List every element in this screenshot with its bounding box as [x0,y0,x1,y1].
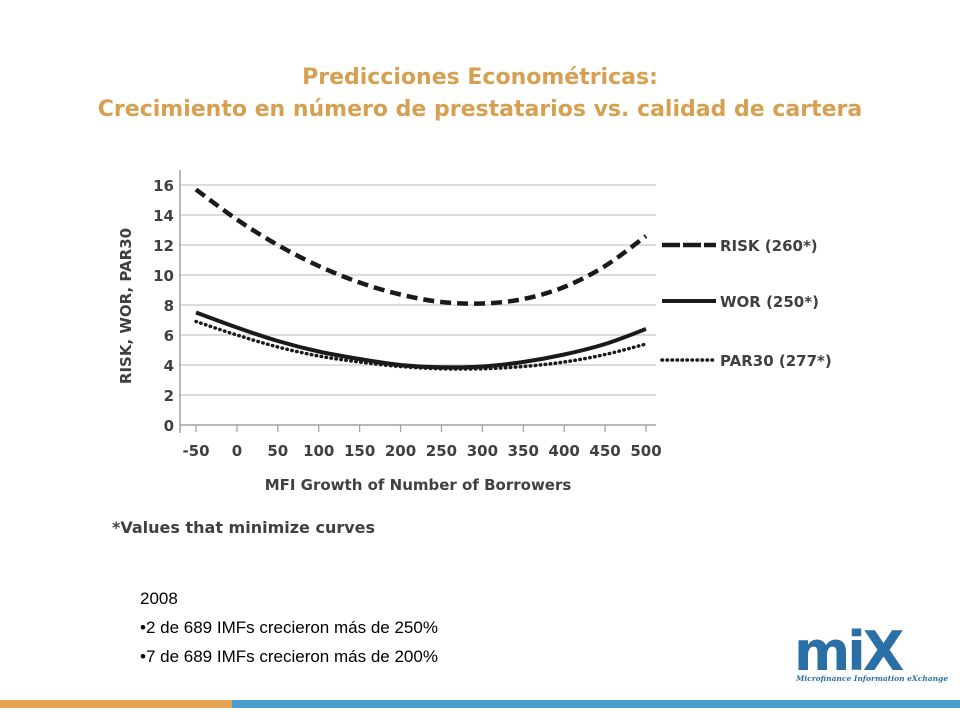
x-axis-title: MFI Growth of Number of Borrowers [265,476,572,494]
logo-caption: Microfinance Information eXchange [796,674,949,683]
x-tick-label: 300 [467,442,498,460]
legend-label-par30: PAR30 (277*) [720,352,832,370]
notes-bullet: •2 de 689 IMFs crecieron más de 250% [140,618,438,637]
x-tick-label: 350 [508,442,539,460]
title-line-1: Predicciones Econométricas: [302,65,658,90]
series-layer [194,187,648,371]
notes-bullet: •7 de 689 IMFs crecieron más de 200% [140,647,438,666]
legend: RISK (260*) WOR (250*) PAR30 (277*) [660,237,832,370]
x-tick-label: 450 [589,442,620,460]
y-tick-label: 2 [164,387,174,405]
line-chart: 0 2 4 6 8 10 12 14 16 -50 0 50 100 150 200 250 300 350 400… [112,170,832,537]
y-tick-label: 4 [164,357,174,375]
x-tick-label: -50 [182,442,209,460]
legend-label-wor: WOR (250*) [720,293,819,311]
y-tick-label: 0 [164,417,174,435]
series-line-par30 [194,319,648,371]
x-tick-label: 50 [267,442,288,460]
notes-block: 2008 •2 de 689 IMFs crecieron más de 250… [140,584,438,671]
series-line-risk [194,187,648,306]
footer-bar-blue [232,700,960,708]
y-tick-label: 6 [164,327,174,345]
legend-label-risk: RISK (260*) [720,237,818,255]
footer-bar-orange [0,700,232,708]
y-tick-label: 8 [164,297,174,315]
chart-footnote: *Values that minimize curves [112,518,375,537]
x-tick-label: 150 [344,442,375,460]
mix-logo: miX [794,620,907,683]
y-tick-label: 16 [153,177,174,195]
x-tick-label: 0 [232,442,242,460]
logo-wordmark: miX [794,620,904,683]
x-tick-label: 250 [426,442,457,460]
y-tick-label: 10 [153,267,174,285]
axes [179,170,656,433]
title-line-2: Crecimiento en número de prestatarios vs… [97,97,863,122]
notes-year: 2008 [140,589,178,608]
tick-labels: 0 2 4 6 8 10 12 14 16 -50 0 50 100 150 200 250 300 350 400… [153,177,662,460]
gridlines [180,184,656,396]
y-tick-label: 12 [153,237,174,255]
x-tick-label: 200 [385,442,416,460]
y-axis-title: RISK, WOR, PAR30 [117,228,135,384]
x-tick-label: 500 [630,442,661,460]
x-tick-label: 100 [303,442,334,460]
x-tick-label: 400 [549,442,580,460]
slide-title: Predicciones Econométricas: Crecimiento … [0,62,960,126]
y-tick-label: 14 [153,207,174,225]
